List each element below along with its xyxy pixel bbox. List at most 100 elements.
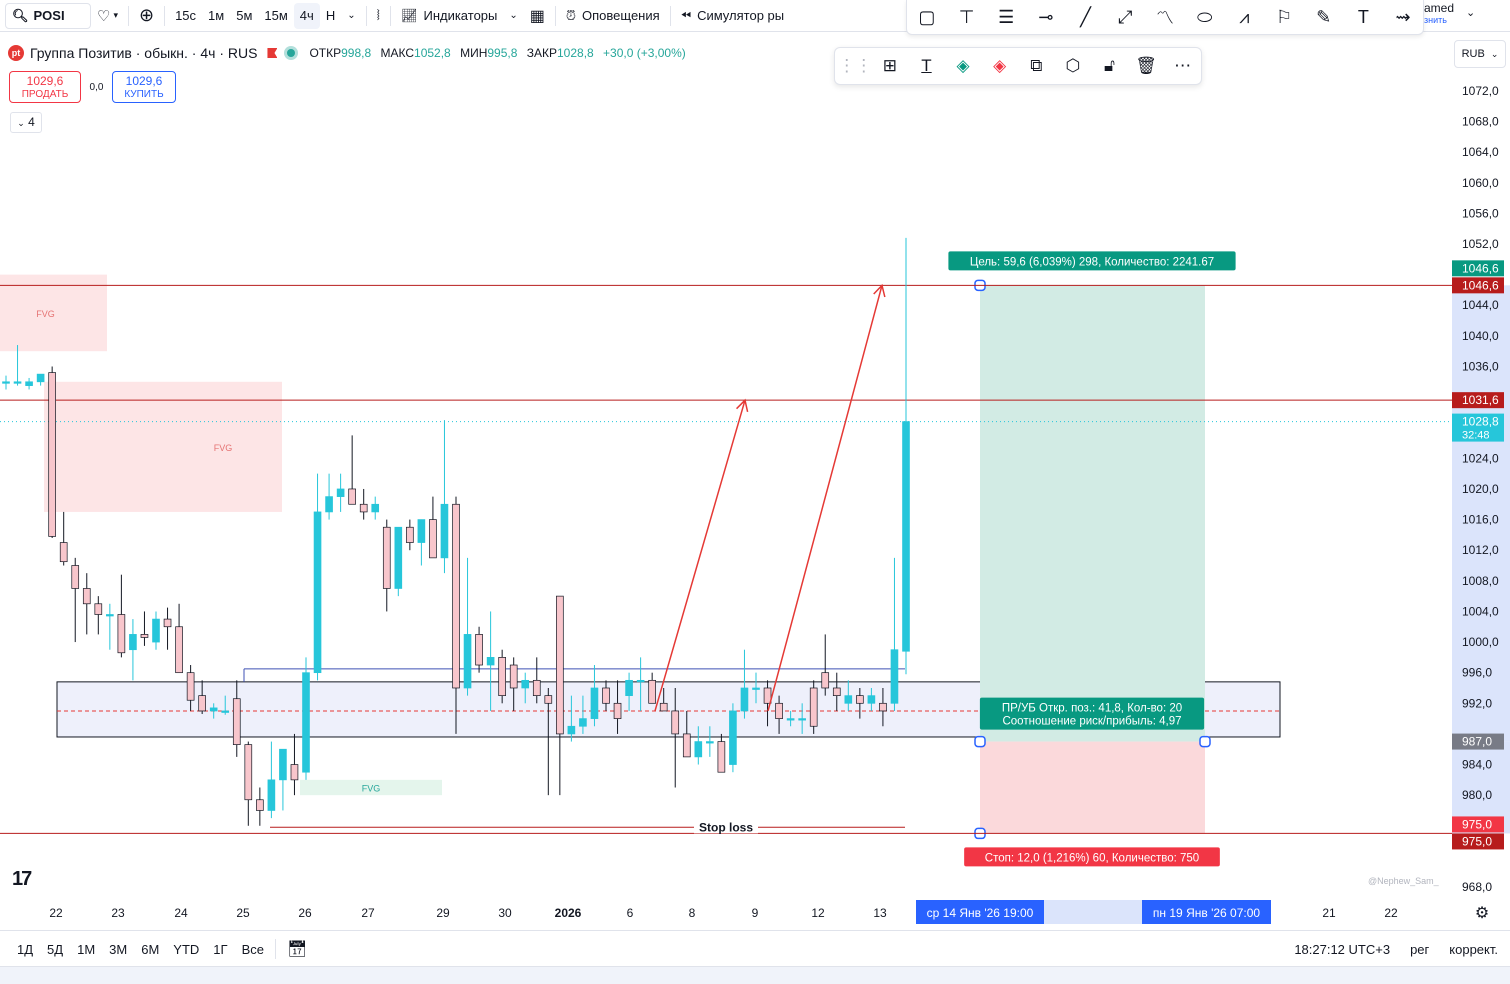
price-label: 987,0 <box>1462 735 1492 749</box>
ray-icon[interactable]: ⤢ <box>1118 6 1133 27</box>
candle-body <box>706 741 714 744</box>
candle-body <box>532 679 541 696</box>
time-axis[interactable]: 22232425262729302026689121316172122ср 14… <box>49 900 1489 924</box>
date-marker-label: пн 19 Янв '26 07:00 <box>1153 906 1260 920</box>
arrow-marker-icon[interactable]: ⇝ <box>1395 6 1411 27</box>
flag-icon[interactable]: ⚐ <box>1275 6 1293 27</box>
watermark: @Nephew_Sam_ <box>1368 876 1439 886</box>
interval-15m[interactable]: 15м <box>264 8 288 23</box>
alerts-button[interactable]: ⏰︎ Оповещения <box>565 7 660 24</box>
account-button[interactable]: amed знить <box>1424 1 1455 25</box>
candle-body <box>544 695 553 704</box>
currency-selector[interactable]: RUB ⌄ <box>1454 40 1506 68</box>
indicators-dropdown[interactable]: ⌄ <box>503 0 523 31</box>
price-label-bg <box>1452 733 1504 750</box>
chart-type-button[interactable]: ⧘ <box>371 0 386 31</box>
range-1y[interactable]: 1Г <box>213 941 228 957</box>
candle-body <box>509 664 518 689</box>
price-axis[interactable]: 1072,0 1068,0 1064,0 1060,0 1056,0 1052,0 1044… <box>1452 32 1510 930</box>
templates-icon[interactable]: ⊞ <box>882 56 898 75</box>
price-chart[interactable]: FVGFVGFVGFVG Stop loss Цель: 59,6 (6,039… <box>0 32 1510 930</box>
time-tick: 29 <box>436 906 450 920</box>
candle-body <box>82 588 91 605</box>
price-tick: 1000,0 <box>1462 635 1499 649</box>
price-tick: 1024,0 <box>1462 451 1499 465</box>
trade-buttons: 1029,6 ПРОДАТЬ 0,0 1029,6 КУПИТЬ <box>9 71 176 103</box>
range-3m[interactable]: 3М <box>109 941 128 957</box>
drag-handle <box>1199 735 1211 748</box>
position-label-text: Стоп: 12,0 (1,216%) 60, Количество: 750 <box>985 852 1199 864</box>
horizontal-ray-icon[interactable]: ⊸ <box>1038 6 1054 27</box>
fib-icon[interactable]: ⊤ <box>958 6 975 27</box>
interval-5m[interactable]: 5м <box>236 8 253 23</box>
price-tick: 1012,0 <box>1462 543 1499 557</box>
range-6m[interactable]: 6М <box>141 941 160 957</box>
lock-icon[interactable]: 🔓︎ <box>1103 56 1115 75</box>
clock-time[interactable]: 18:27:12 UTC+3 <box>1294 941 1391 957</box>
bottom-status: 18:27:12 UTC+3 рег коррект. <box>1294 931 1498 967</box>
interval-1m[interactable]: 1м <box>208 8 225 23</box>
long-position-tool[interactable] <box>974 279 1211 840</box>
range-1m[interactable]: 1М <box>77 941 96 957</box>
candle-body <box>198 695 206 712</box>
candle-body <box>452 503 460 689</box>
chevron-down-icon[interactable]: ⌄ <box>1466 7 1476 19</box>
candle-body <box>821 672 830 689</box>
drawing-toolbar: ▢ ⊤ ☰ ⊸ ╱ ⤢ 〽 ⬭ ⩘ ⚐ ✎ T ⇝ <box>906 0 1424 35</box>
fill-profit-icon[interactable]: ◈ <box>956 56 970 75</box>
range-5d[interactable]: 5Д <box>47 941 64 957</box>
indicator-toggle[interactable]: ⌄ 4 <box>10 112 42 133</box>
trash-icon[interactable]: 🗑︎ <box>1135 56 1157 75</box>
fill-loss-icon[interactable]: ◈ <box>993 56 1007 75</box>
drag-handle-icon[interactable]: ⋮⋮ <box>838 56 873 75</box>
price-tick: 996,0 <box>1462 666 1492 680</box>
sell-button[interactable]: 1029,6 ПРОДАТЬ <box>9 71 81 103</box>
brush-icon[interactable]: ✎ <box>1316 6 1332 27</box>
replay-button[interactable]: ⏪︎ Симулятор ры <box>680 7 785 24</box>
interval-week[interactable]: Н <box>325 8 336 23</box>
candle-body <box>671 710 680 735</box>
interval-15s[interactable]: 15с <box>175 8 197 23</box>
interval-dropdown[interactable]: ⌄ <box>341 0 361 31</box>
chart-settings-icon[interactable]: ⧉ <box>1030 56 1043 75</box>
text-color-icon[interactable]: T <box>921 56 932 75</box>
symbol-search[interactable]: 🔍︎ POSI <box>5 2 91 29</box>
range-ytd[interactable]: YTD <box>173 941 200 957</box>
candle-body <box>659 702 668 712</box>
text-icon[interactable]: T <box>1357 6 1369 27</box>
candle-body <box>648 679 656 704</box>
tradingview-logo[interactable]: 17 <box>12 868 32 890</box>
candle-body <box>336 488 345 497</box>
compare-button[interactable]: ♡ ▾ <box>91 0 124 31</box>
rectangle-icon[interactable]: ▢ <box>918 6 936 27</box>
price-tick: 1056,0 <box>1462 206 1499 220</box>
range-all[interactable]: Все <box>241 941 264 957</box>
path-icon[interactable]: 〽 <box>1155 8 1174 28</box>
layouts-button[interactable]: ▦ <box>524 0 551 31</box>
range-1d[interactable]: 1Д <box>17 941 34 957</box>
buy-button[interactable]: 1029,6 КУПИТЬ <box>112 71 176 103</box>
date-range-icon[interactable]: 📅︎ <box>286 941 308 958</box>
more-icon[interactable]: ⋯ <box>1174 56 1192 75</box>
session-toggle[interactable]: рег <box>1410 941 1430 957</box>
interval-4h[interactable]: 4ч <box>293 2 320 29</box>
candle-body <box>694 741 703 758</box>
time-tick: 6 <box>627 906 634 920</box>
symbol-title[interactable]: Группа Позитив · обыкн. · 4ч · RUS <box>30 45 258 61</box>
lines-icon[interactable]: ☰ <box>998 6 1015 27</box>
drag-handle <box>974 735 986 748</box>
trendline-icon[interactable]: ╱ <box>1080 6 1092 27</box>
candle-body <box>682 733 691 758</box>
flag-icon[interactable] <box>267 48 278 58</box>
indicators-button[interactable]: 📈︎ Индикаторы <box>400 7 498 24</box>
settings-gear-icon[interactable]: ⬡ <box>1065 56 1081 75</box>
candle-body <box>36 373 45 383</box>
wave-icon[interactable]: ⩘ <box>1239 6 1250 27</box>
arrows[interactable] <box>654 283 886 712</box>
price-tick: 1004,0 <box>1462 604 1499 618</box>
add-symbol-button[interactable]: ⊕ <box>133 0 160 31</box>
price-label: 1046,6 <box>1462 278 1499 292</box>
fvg-zone <box>44 381 282 512</box>
adjust-toggle[interactable]: коррект. <box>1449 941 1498 957</box>
ellipse-icon[interactable]: ⬭ <box>1196 6 1213 27</box>
